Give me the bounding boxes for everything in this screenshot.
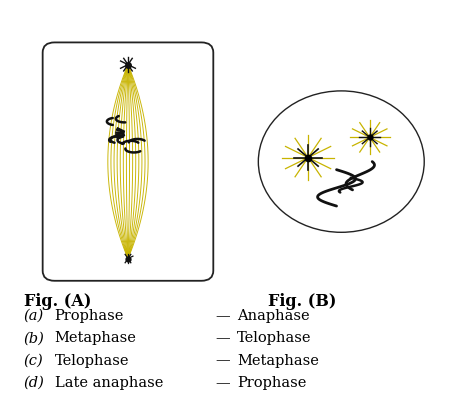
Text: Telophase: Telophase [237, 331, 311, 345]
Text: (b): (b) [24, 331, 45, 345]
FancyBboxPatch shape [43, 42, 213, 281]
Text: —: — [216, 331, 230, 345]
Text: Fig. (A): Fig. (A) [24, 293, 91, 310]
Text: (d): (d) [24, 376, 45, 390]
Text: Fig. (B): Fig. (B) [268, 293, 336, 310]
Text: Prophase: Prophase [55, 309, 124, 323]
Text: —: — [216, 354, 230, 368]
Text: Metaphase: Metaphase [55, 331, 137, 345]
Text: —: — [216, 309, 230, 323]
Text: Metaphase: Metaphase [237, 354, 319, 368]
Circle shape [258, 91, 424, 232]
Text: Late anaphase: Late anaphase [55, 376, 163, 390]
Text: —: — [216, 376, 230, 390]
Text: (c): (c) [24, 354, 44, 368]
Text: Anaphase: Anaphase [237, 309, 310, 323]
Text: Telophase: Telophase [55, 354, 129, 368]
Text: (a): (a) [24, 309, 44, 323]
Text: Prophase: Prophase [237, 376, 306, 390]
